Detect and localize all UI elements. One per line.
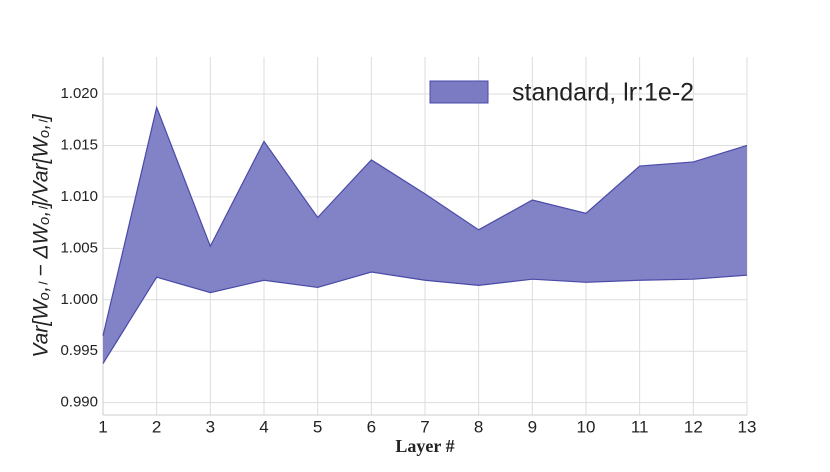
x-tick-label: 3 [206, 417, 215, 436]
band-area [103, 107, 747, 364]
y-tick-label: 1.005 [60, 239, 98, 256]
y-tick-label: 1.000 [60, 291, 98, 308]
legend-label: standard, lr:1e-2 [512, 79, 694, 107]
x-tick-label: 6 [367, 417, 376, 436]
y-axis-label: Var[Wₒ,ₗ − ΔWₒ,ₗ]/Var[Wₒ,ₗ] [30, 113, 53, 357]
x-tick-label: 4 [259, 417, 268, 436]
y-tick-label: 1.015 [60, 136, 98, 153]
x-tick-label: 10 [577, 417, 596, 436]
x-tick-label: 1 [98, 417, 107, 436]
band-lower-edge [102, 271, 748, 364]
x-tick-label: 2 [152, 417, 161, 436]
y-tick-label: 1.020 [60, 85, 98, 102]
x-tick-label: 12 [684, 417, 703, 436]
x-tick-label: 11 [631, 417, 649, 436]
x-tick-label: 13 [738, 417, 757, 436]
x-axis-label: Layer # [395, 436, 454, 456]
y-tick-label: 1.010 [60, 188, 98, 205]
x-tick-label: 5 [313, 417, 322, 436]
y-tick-label: 0.990 [60, 394, 98, 411]
x-tick-label: 7 [420, 417, 429, 436]
y-tick-label: 0.995 [60, 342, 98, 359]
legend-swatch [429, 80, 489, 104]
x-tick-label: 8 [474, 417, 483, 436]
band-upper-edge [102, 105, 748, 336]
x-tick-label: 9 [528, 417, 537, 436]
